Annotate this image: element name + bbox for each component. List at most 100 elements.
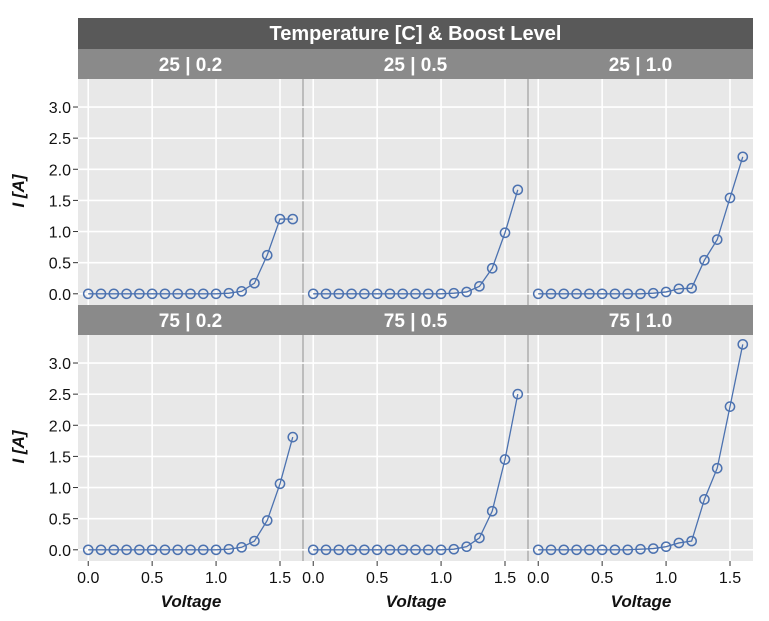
- data-point: [95, 544, 107, 556]
- data-point: [532, 544, 544, 556]
- data-point: [660, 541, 672, 553]
- data-point: [134, 288, 145, 300]
- data-point: [346, 288, 357, 300]
- panel-background: [528, 79, 753, 305]
- data-point: [545, 544, 557, 556]
- data-point: [673, 283, 685, 295]
- data-point: [397, 544, 409, 556]
- chart-title: Temperature [C] & Boost Level: [270, 23, 562, 45]
- data-point: [121, 288, 132, 300]
- data-point: [397, 288, 409, 300]
- data-point: [724, 401, 736, 412]
- facet-strip: [78, 305, 303, 335]
- y-tick-label: 2.0: [49, 418, 71, 435]
- data-point: [486, 505, 498, 517]
- data-point: [371, 288, 383, 300]
- data-point: [499, 454, 511, 465]
- data-point: [724, 192, 736, 204]
- y-tick-label: 0.5: [49, 256, 71, 273]
- x-axis-title-col-3: Voltage: [611, 592, 672, 611]
- facet-strip-label: 25 | 0.2: [159, 55, 222, 76]
- data-point: [474, 532, 485, 544]
- data-point: [249, 277, 260, 289]
- data-point: [236, 541, 247, 553]
- data-point: [711, 462, 723, 474]
- facet-strip: [78, 49, 303, 79]
- data-point: [159, 288, 171, 300]
- gridlines: [78, 79, 753, 561]
- x-tick-label: 1.0: [205, 570, 227, 587]
- facet-strip-label: 75 | 0.5: [384, 311, 448, 332]
- data-point: [673, 537, 685, 549]
- data-point: [307, 544, 319, 556]
- data-point: [384, 544, 396, 556]
- data-point: [346, 544, 357, 556]
- data-point: [512, 184, 524, 196]
- data-point: [635, 288, 646, 300]
- data-point: [558, 288, 570, 300]
- data-point: [197, 288, 209, 300]
- data-point: [737, 338, 749, 350]
- data-point: [584, 288, 595, 300]
- data-point: [512, 388, 524, 400]
- data-point: [422, 288, 434, 300]
- data-point: [82, 544, 94, 556]
- y-axis-title-row-1: I [A]: [9, 173, 28, 207]
- y-tick-label: 3.0: [49, 356, 71, 373]
- data-point: [172, 544, 184, 556]
- data-point: [448, 287, 460, 299]
- data-point: [108, 288, 120, 300]
- panel-background: [78, 335, 303, 561]
- data-point: [461, 286, 472, 298]
- data-point: [172, 288, 184, 300]
- data-point: [635, 543, 646, 555]
- x-axis-title-col-2: Voltage: [386, 592, 447, 611]
- data-point: [384, 288, 396, 300]
- data-point: [711, 234, 723, 245]
- facet-strip-label: 25 | 1.0: [609, 55, 672, 76]
- facet-strip-label: 75 | 1.0: [609, 311, 672, 332]
- data-point: [121, 544, 132, 556]
- data-point: [333, 288, 345, 300]
- y-tick-label: 2.5: [49, 387, 71, 404]
- data-point: [185, 544, 196, 556]
- panel-background: [78, 79, 303, 305]
- data-point: [320, 288, 332, 300]
- data-point: [320, 544, 332, 556]
- data-point: [609, 544, 621, 556]
- x-tick-label: 1.5: [494, 570, 516, 587]
- data-point: [146, 288, 158, 300]
- data-point: [410, 288, 421, 300]
- data-point: [584, 544, 595, 556]
- data-point: [223, 287, 235, 299]
- data-point: [686, 282, 697, 294]
- data-point: [571, 288, 582, 300]
- data-point: [532, 288, 544, 300]
- facet-strip: [528, 305, 753, 335]
- panel-background: [528, 335, 753, 561]
- y-tick-label: 0.5: [49, 512, 71, 529]
- series-points: [82, 151, 749, 556]
- data-point: [622, 288, 634, 300]
- y-tick-label: 1.0: [49, 481, 71, 498]
- x-tick-label: 0.0: [302, 570, 324, 587]
- data-point: [185, 288, 196, 300]
- y-tick-label: 1.5: [49, 193, 71, 210]
- data-point: [435, 288, 447, 300]
- data-point: [737, 151, 749, 163]
- data-point: [274, 213, 286, 225]
- data-point: [486, 262, 498, 274]
- data-point: [558, 544, 570, 556]
- data-point: [622, 544, 634, 556]
- y-tick-label: 2.0: [49, 162, 71, 179]
- data-point: [95, 288, 107, 300]
- facet-strip-label: 25 | 0.5: [384, 55, 448, 76]
- x-tick-label: 1.0: [430, 570, 452, 587]
- data-point: [134, 544, 145, 556]
- data-point: [699, 254, 710, 266]
- data-point: [359, 544, 370, 556]
- x-tick-label: 0.5: [366, 570, 388, 587]
- data-point: [435, 544, 447, 556]
- data-point: [287, 431, 299, 443]
- data-point: [249, 535, 260, 547]
